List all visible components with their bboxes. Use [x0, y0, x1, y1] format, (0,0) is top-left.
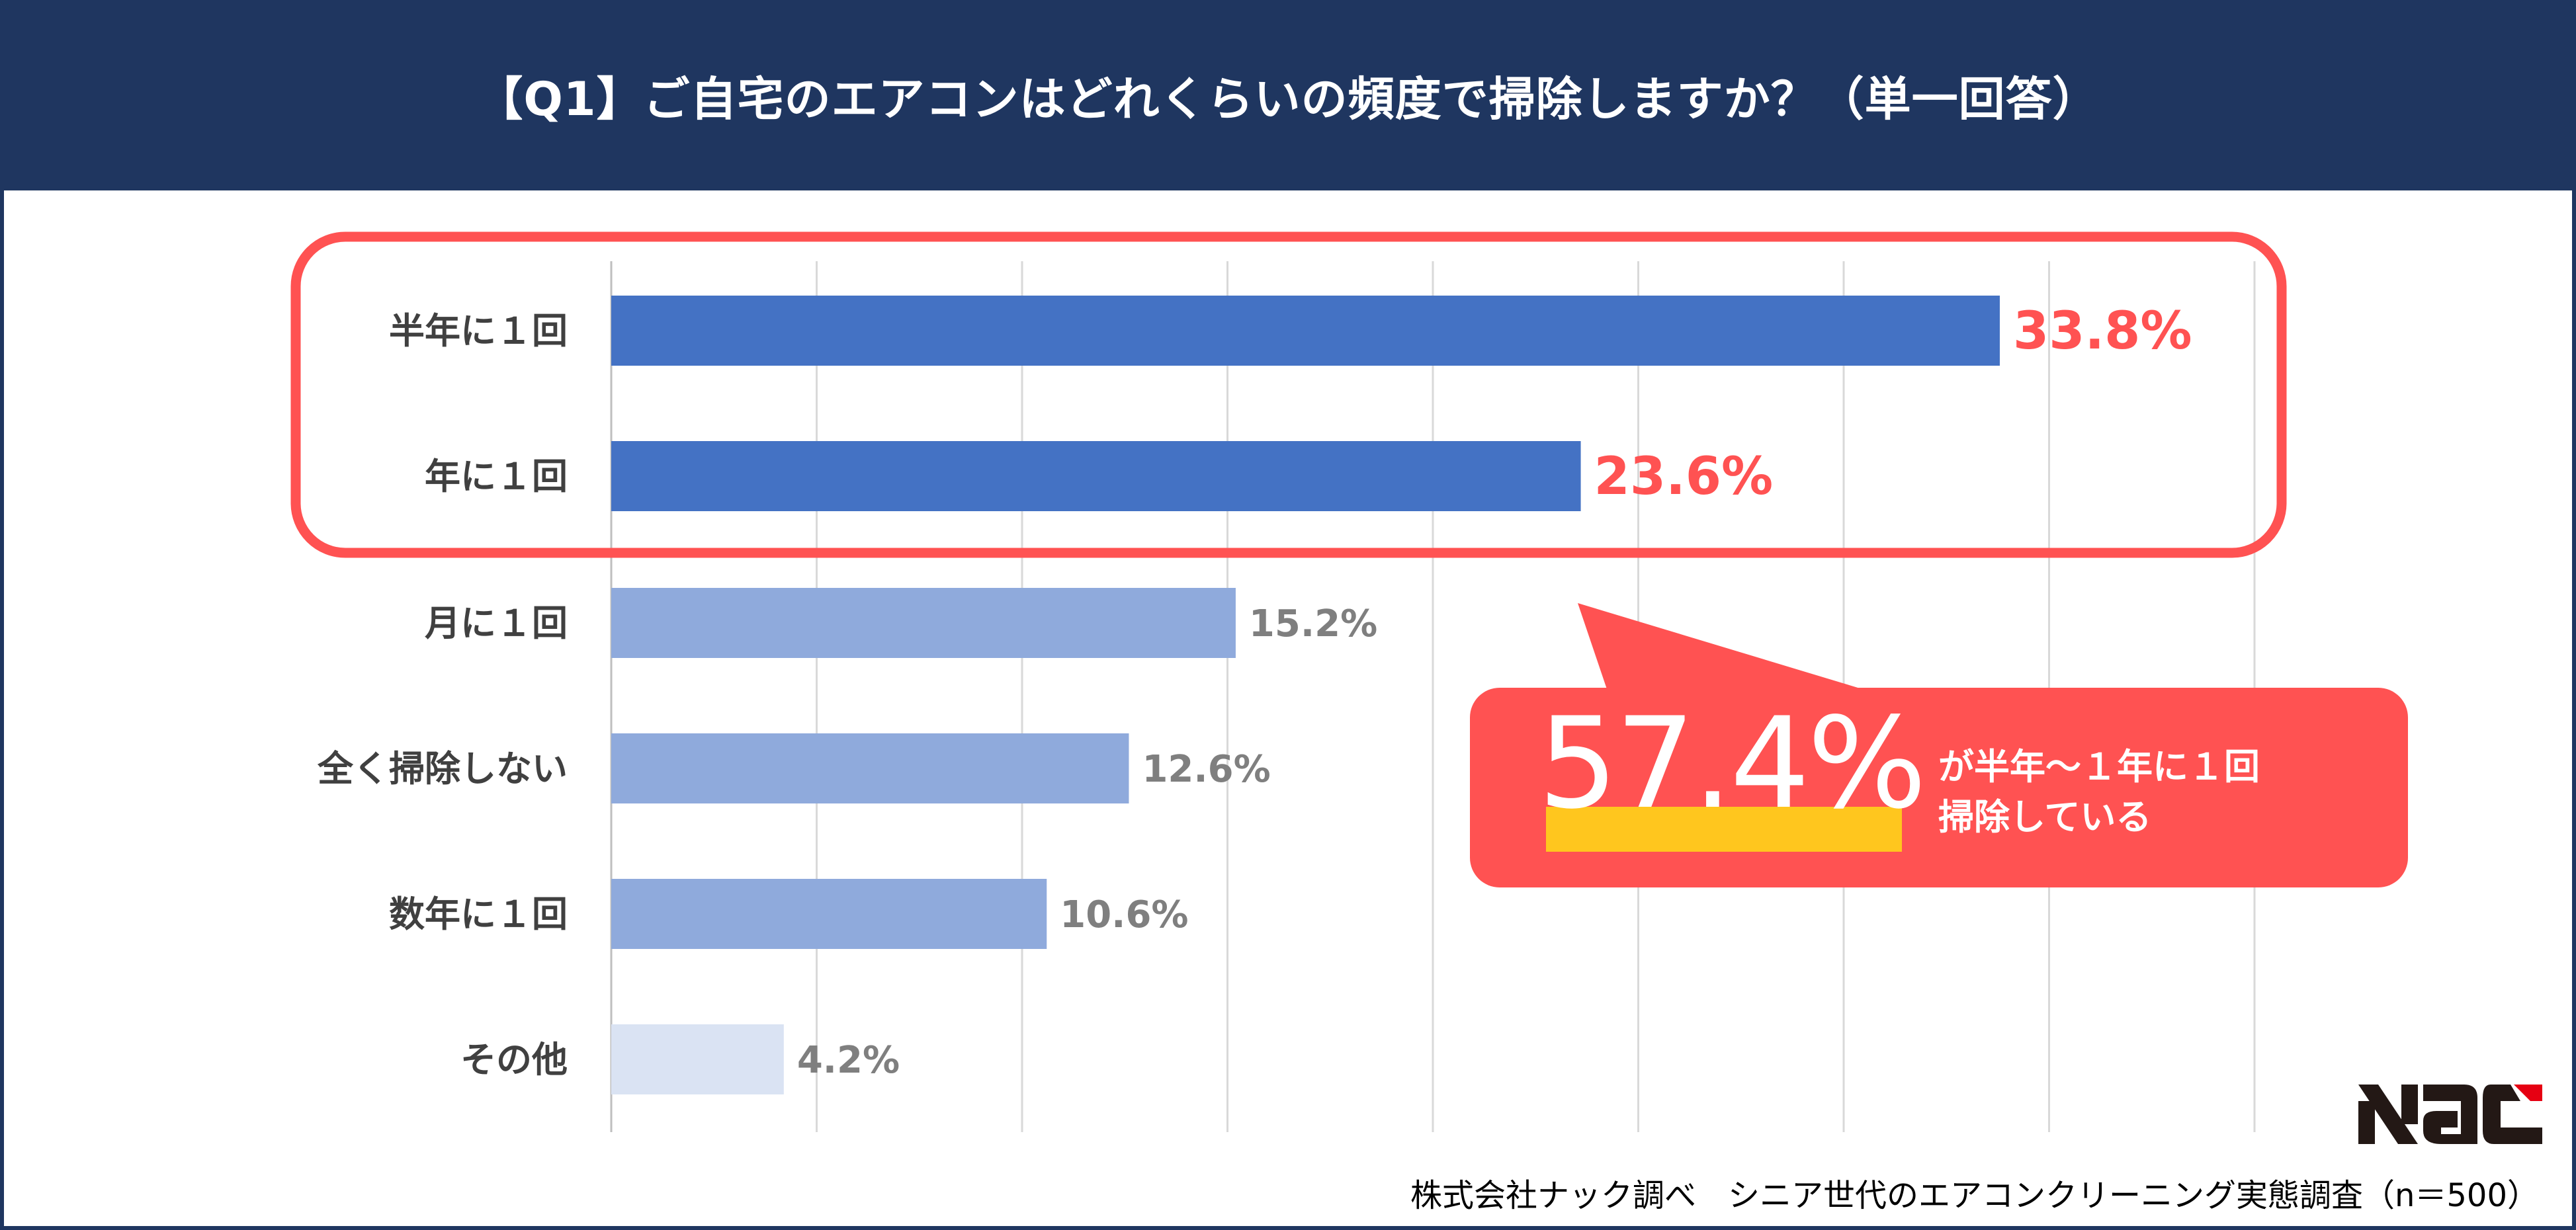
- value-label: 12.6%: [1142, 748, 1270, 791]
- category-label: 半年に１回: [389, 310, 568, 352]
- callout-line-2: 掃除している: [1938, 796, 2152, 838]
- bar: [611, 588, 1236, 658]
- value-label: 33.8%: [2013, 302, 2192, 361]
- value-label: 4.2%: [797, 1039, 900, 1082]
- highlight-frame: [290, 231, 2287, 558]
- value-label: 23.6%: [1594, 447, 1774, 507]
- bar: [611, 441, 1581, 511]
- callout-line-1: が半年～１年に１回: [1938, 746, 2260, 788]
- value-label: 10.6%: [1060, 893, 1188, 936]
- page-title: 【Q1】ご自宅のエアコンはどれくらいの頻度で掃除しますか？（単一回答）: [476, 71, 2100, 126]
- bar: [611, 1024, 784, 1094]
- nac-logo: [2358, 1085, 2542, 1144]
- header: 【Q1】ご自宅のエアコンはどれくらいの頻度で掃除しますか？（単一回答）: [0, 0, 2576, 190]
- category-label: 全く掃除しない: [317, 748, 568, 790]
- category-label: 数年に１回: [389, 893, 568, 935]
- category-label: 年に１回: [425, 456, 568, 497]
- bar: [611, 296, 2000, 366]
- category-label: 月に１回: [425, 602, 568, 644]
- category-label: その他: [460, 1039, 568, 1081]
- bar: [611, 879, 1047, 949]
- callout-pointer: [1578, 603, 1869, 691]
- callout-text: が半年～１年に１回 掃除している: [1938, 742, 2260, 842]
- callout-underline: [1546, 807, 1902, 852]
- source-note: 株式会社ナック調べ シニア世代のエアコンクリーニング実態調査（n＝500）: [1410, 1177, 2539, 1214]
- callout-value: 57.4%: [1538, 690, 1927, 837]
- value-label: 15.2%: [1249, 602, 1377, 645]
- bar: [611, 733, 1129, 803]
